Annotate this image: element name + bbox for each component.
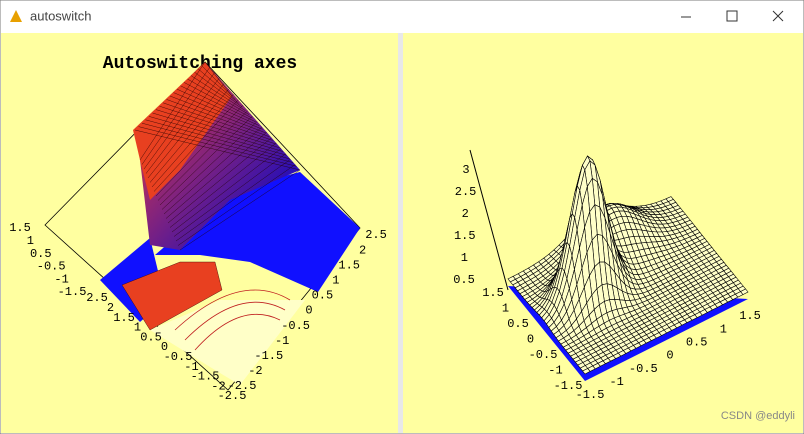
maximize-button[interactable]: [726, 10, 738, 22]
title-bar: [1, 1, 803, 32]
tick-label: 0: [305, 304, 312, 318]
plot-title: Autoswitching axes: [103, 54, 297, 74]
tick-label: 1.5: [482, 286, 504, 300]
tick-label: -2.5: [228, 379, 257, 393]
tick-label: 1: [720, 322, 727, 336]
tick-label: 0.5: [30, 247, 52, 261]
tick-label: -1.5: [191, 370, 220, 384]
tick-label: -0.5: [529, 348, 558, 362]
tick-label: -1: [184, 360, 198, 374]
tick-label: 1: [134, 321, 141, 335]
tick-label: 2: [462, 207, 469, 221]
close-button[interactable]: [772, 10, 784, 22]
divider[interactable]: [398, 33, 403, 433]
tick-label: 0.5: [140, 330, 162, 344]
tick-label: -1: [54, 272, 68, 286]
tick-label: 0.5: [453, 273, 475, 287]
tick-label: 1.5: [113, 311, 135, 325]
tick-label: 1: [461, 251, 468, 265]
tick-label: 0.5: [686, 336, 708, 350]
tick-label: -1.5: [254, 349, 283, 363]
tick-label: 2: [359, 243, 366, 257]
tick-label: 3: [462, 163, 469, 177]
tick-label: -0.5: [37, 260, 66, 274]
left-surface: [44, 61, 361, 391]
tick-label: 1.5: [739, 309, 761, 323]
tick-label: 1: [27, 234, 34, 248]
tick-label: -1.5: [576, 388, 605, 402]
tick-label: 0: [161, 340, 168, 354]
tick-label: 0.5: [507, 317, 529, 331]
tick-label: 0.5: [312, 289, 334, 303]
tick-label: 2.5: [365, 228, 387, 242]
tick-label: -2.5: [218, 389, 247, 403]
tick-label: 1: [332, 273, 339, 287]
tick-label: 2: [107, 301, 114, 315]
tick-label: 2.5: [86, 291, 108, 305]
tick-label: -1.5: [58, 285, 87, 299]
tick-label: 2.5: [455, 185, 477, 199]
mesh-cell: [582, 368, 591, 375]
tick-label: 0: [527, 333, 534, 347]
tick-label: 1.5: [9, 221, 31, 235]
tick-label: -0.5: [281, 319, 310, 333]
tick-label: -2: [211, 379, 225, 393]
right-surface: [469, 149, 749, 381]
window-title: autoswitch: [30, 8, 91, 23]
watermark: CSDN @eddyli: [721, 410, 795, 422]
tick-label: -1: [275, 334, 289, 348]
tick-label: 1: [502, 302, 509, 316]
tick-label: 0: [666, 349, 673, 363]
app-icon: [10, 10, 22, 22]
tick-label: -2: [248, 364, 262, 378]
tick-label: 1.5: [454, 229, 476, 243]
tick-label: -0.5: [629, 362, 658, 376]
tick-label: -1: [548, 364, 562, 378]
tick-label: -1: [609, 375, 623, 389]
tick-label: -0.5: [164, 350, 193, 364]
tick-label: -1.5: [554, 379, 583, 393]
tick-label: 1.5: [338, 258, 360, 272]
